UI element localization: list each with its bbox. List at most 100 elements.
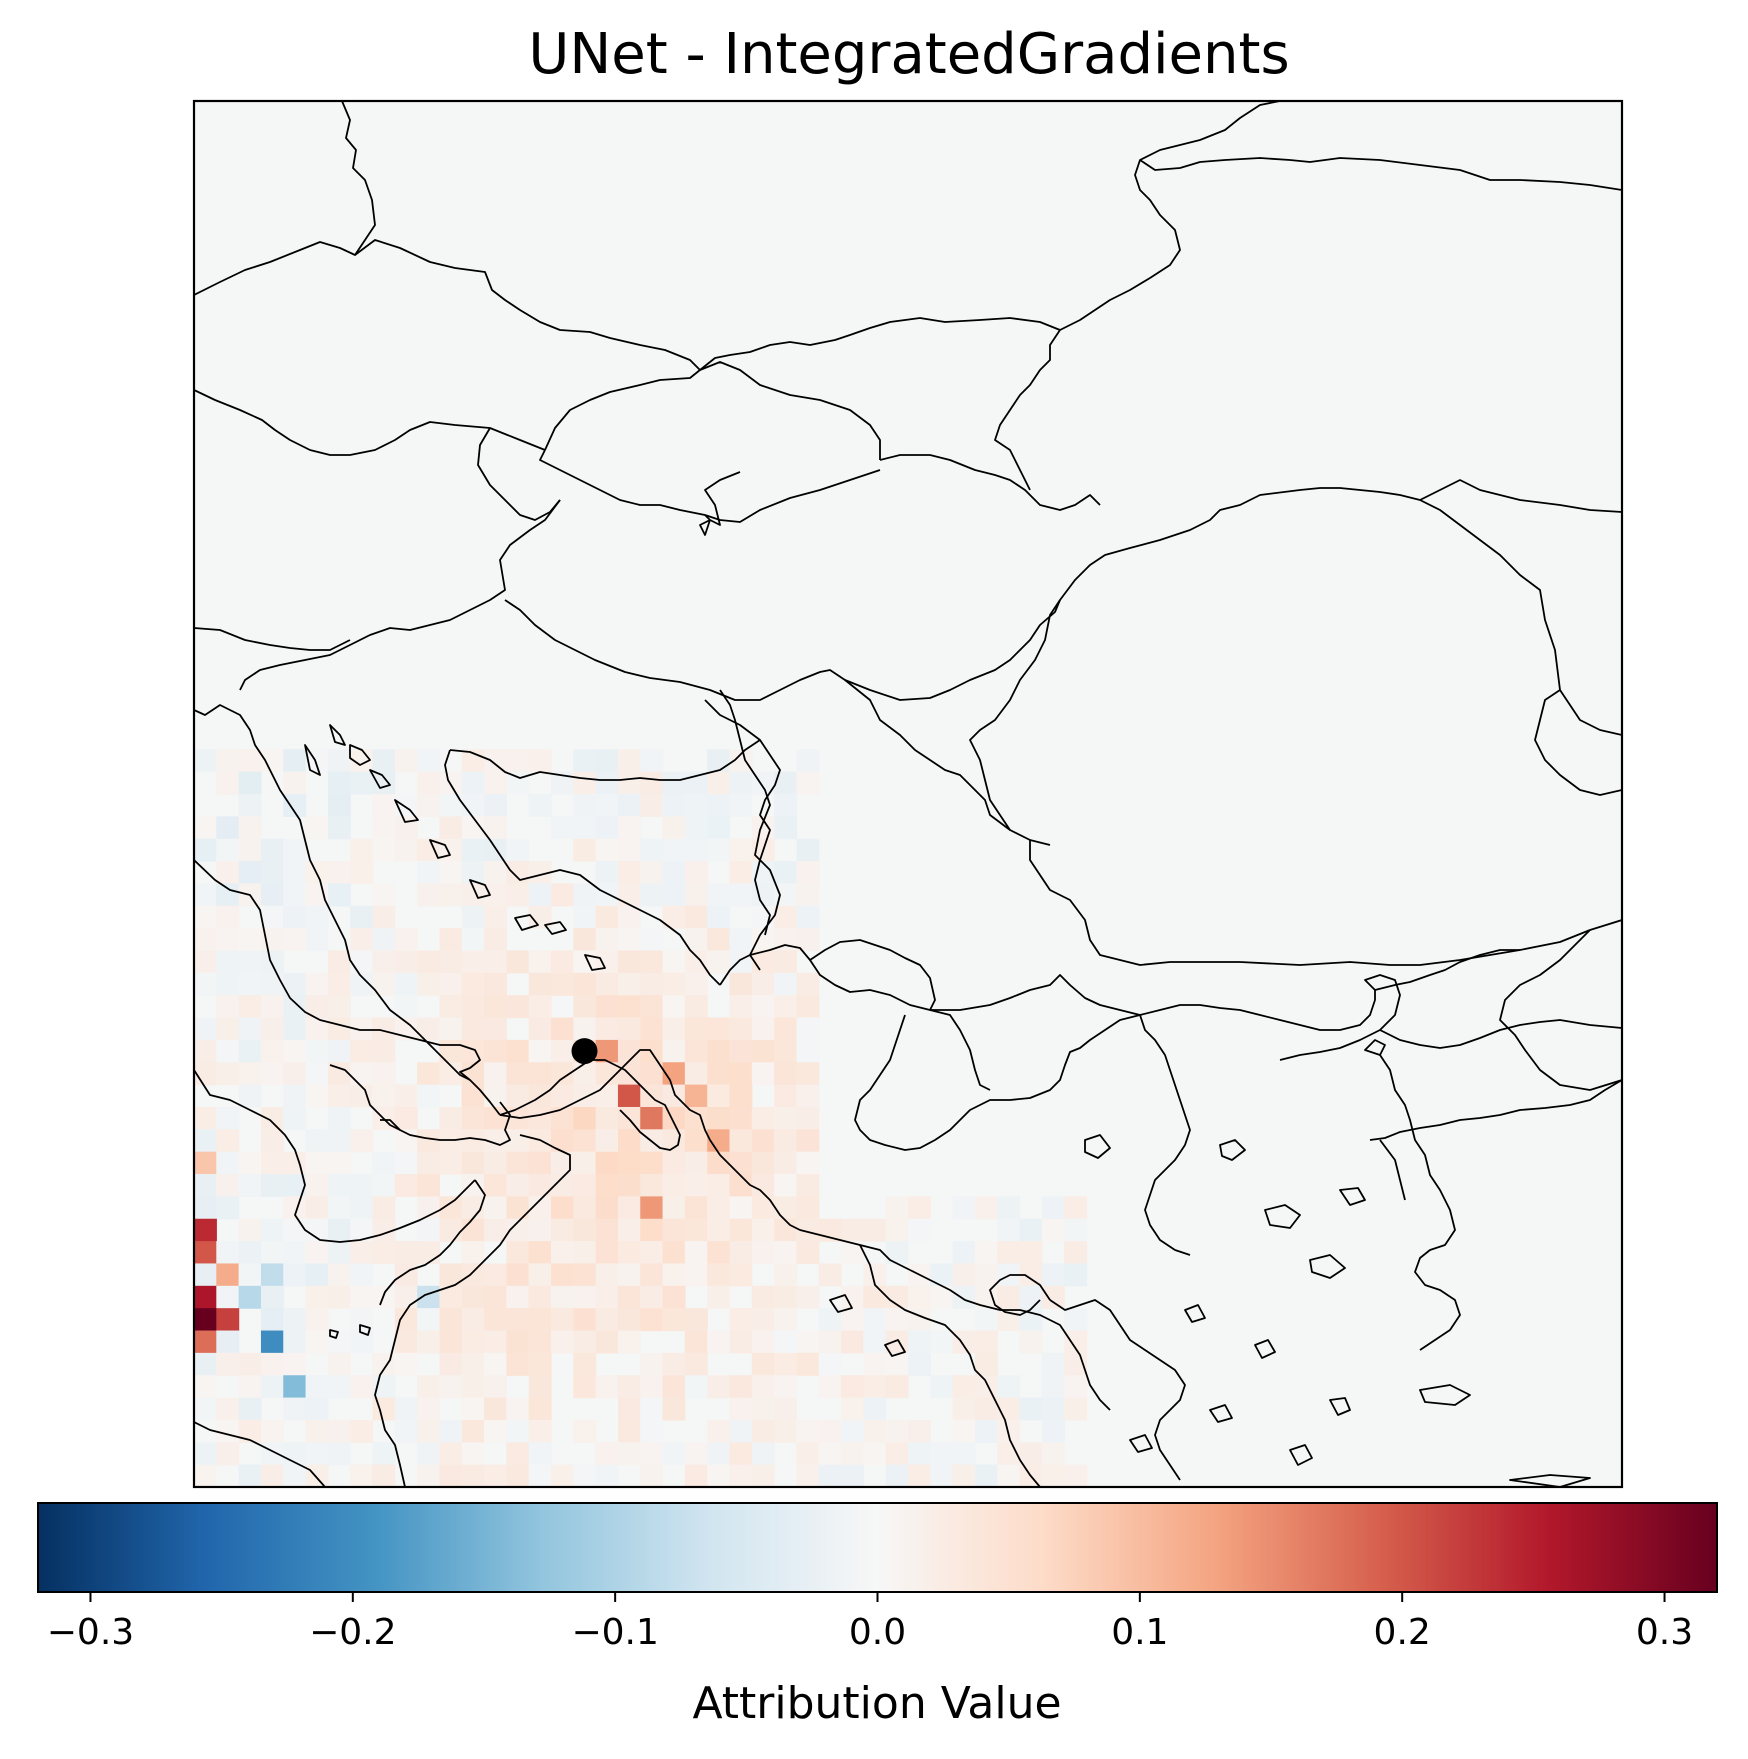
island [359,1324,371,1336]
heatmap-cell [327,950,351,974]
heatmap-cell [595,995,619,1019]
heatmap-cell [260,1129,284,1153]
heatmap-cell [283,1106,307,1130]
heatmap-cell [417,1174,441,1197]
heatmap-cell [551,1464,574,1487]
heatmap-cell [216,1397,240,1421]
island [1264,1204,1301,1229]
heatmap-cell [327,1174,351,1197]
heatmap-cell [774,1151,798,1175]
island [1209,1404,1233,1423]
heatmap-cell [551,1241,574,1265]
heatmap-cell [283,905,307,929]
heatmap-cell [952,1263,976,1287]
heatmap-cell [617,1129,641,1153]
heatmap-cell [283,1352,307,1376]
colorbar-tick-label: −0.2 [309,1612,396,1653]
heatmap-cell [707,1017,731,1041]
heatmap-cell [305,1017,329,1041]
heatmap-cell [1041,1352,1065,1376]
heatmap-cell [528,749,552,773]
heatmap-cell [573,928,597,952]
island [394,799,419,823]
heatmap-cell [216,1106,240,1130]
heatmap-cell [461,816,485,840]
heatmap-cell [573,749,597,773]
heatmap-cell [283,1464,307,1487]
border-line [1139,157,1622,191]
heatmap-cell [573,1308,597,1332]
heatmap-cell [573,1084,597,1108]
heatmap-cell [707,1062,731,1086]
heatmap-cell [417,1308,441,1332]
heatmap-cell [1064,1464,1088,1487]
heatmap-cell [283,1196,307,1220]
heatmap-cell [327,1151,351,1175]
heatmap-cell [305,1151,329,1175]
heatmap-cell [506,1151,530,1175]
heatmap-cell [506,861,530,885]
heatmap-cell [238,1218,262,1242]
heatmap-cell [684,995,708,1019]
heatmap-cell [729,838,753,862]
heatmap-cell [216,1151,240,1175]
heatmap-cell [796,1039,820,1063]
heatmap-cell [551,1062,574,1086]
heatmap-cell [417,1397,441,1421]
heatmap-cell [305,1196,329,1220]
heatmap-cell [372,838,396,862]
heatmap-cell [640,1419,664,1443]
heatmap-cell [238,995,262,1019]
heatmap-cell [684,1017,708,1041]
heatmap-cell [372,1084,396,1108]
heatmap-cell [238,861,262,885]
heatmap-cell [484,1039,507,1063]
heatmap-cell [305,1129,329,1153]
heatmap-cell [394,995,418,1019]
heatmap-cell [796,838,820,862]
heatmap-cell [930,1375,954,1399]
heatmap-cell [974,1419,998,1443]
heatmap-cell [417,1017,441,1041]
heatmap-cell [863,1419,887,1443]
heatmap-cell [260,1151,284,1175]
heatmap-cell [684,1241,708,1265]
heatmap-cell [841,1285,864,1309]
heatmap-cell [194,1151,217,1175]
heatmap-cell [751,1218,775,1242]
heatmap-cell [484,883,507,907]
heatmap-cell [551,1308,574,1332]
heatmap-cell [729,1151,753,1175]
heatmap-cell [372,905,396,929]
heatmap-cell [327,1062,351,1086]
heatmap-cell [394,1106,418,1130]
heatmap-cell [1041,1218,1065,1242]
heatmap-cell [841,1241,864,1265]
heatmap-cell [439,928,463,952]
heatmap-cell [751,1308,775,1332]
heatmap-cell [595,816,619,840]
heatmap-cell [751,1419,775,1443]
heatmap-cell [1019,1218,1043,1242]
heatmap-cell [506,1084,530,1108]
heatmap-cell [662,1062,686,1086]
heatmap-cell [908,1442,931,1466]
heatmap-cell [1041,1263,1065,1287]
heatmap-cell [707,1106,731,1130]
heatmap-cell [194,1285,217,1309]
heatmap-cell [484,1263,507,1287]
heatmap-cell [1064,1263,1088,1287]
heatmap-cell [260,1017,284,1041]
heatmap-cell [461,928,485,952]
heatmap-cell [707,1375,731,1399]
heatmap-cell [305,1464,329,1487]
heatmap-cell [908,1330,931,1354]
border-line [1139,974,1401,1061]
heatmap-cell [350,1174,374,1197]
heatmap-cell [350,838,374,862]
coast-line [989,1274,1051,1316]
heatmap-cell [506,1464,530,1487]
heatmap-cell [595,883,619,907]
heatmap-cell [283,1218,307,1242]
chart-title: UNet - IntegratedGradients [528,22,1289,87]
